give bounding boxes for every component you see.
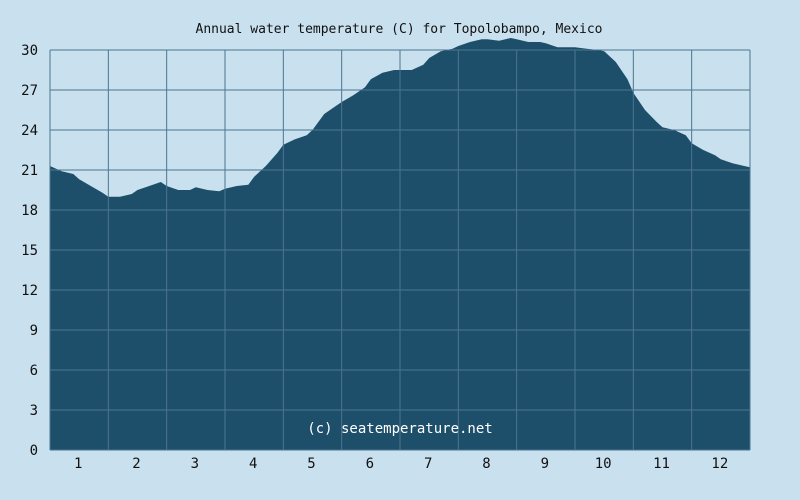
x-tick-label: 8 [482, 456, 490, 472]
y-tick-label: 30 [21, 43, 38, 59]
x-tick-label: 10 [595, 456, 612, 472]
y-tick-label: 6 [30, 363, 38, 379]
chart-credit: (c) seatemperature.net [307, 421, 492, 437]
x-tick-label: 9 [541, 456, 549, 472]
x-tick-label: 4 [249, 456, 257, 472]
y-tick-label: 0 [30, 443, 38, 459]
y-tick-label: 9 [30, 323, 38, 339]
x-tick-label: 2 [132, 456, 140, 472]
y-tick-label: 18 [21, 203, 38, 219]
x-tick-label: 12 [711, 456, 728, 472]
x-tick-label: 5 [307, 456, 315, 472]
y-tick-label: 12 [21, 283, 38, 299]
y-tick-label: 15 [21, 243, 38, 259]
x-tick-label: 7 [424, 456, 432, 472]
y-tick-label: 3 [30, 403, 38, 419]
chart-title: Annual water temperature (C) for Topolob… [196, 22, 603, 37]
y-tick-label: 24 [21, 123, 38, 139]
y-tick-label: 21 [21, 163, 38, 179]
x-tick-label: 6 [366, 456, 374, 472]
x-tick-label: 11 [653, 456, 670, 472]
y-tick-label: 27 [21, 83, 38, 99]
x-tick-label: 1 [74, 456, 82, 472]
x-tick-label: 3 [191, 456, 199, 472]
